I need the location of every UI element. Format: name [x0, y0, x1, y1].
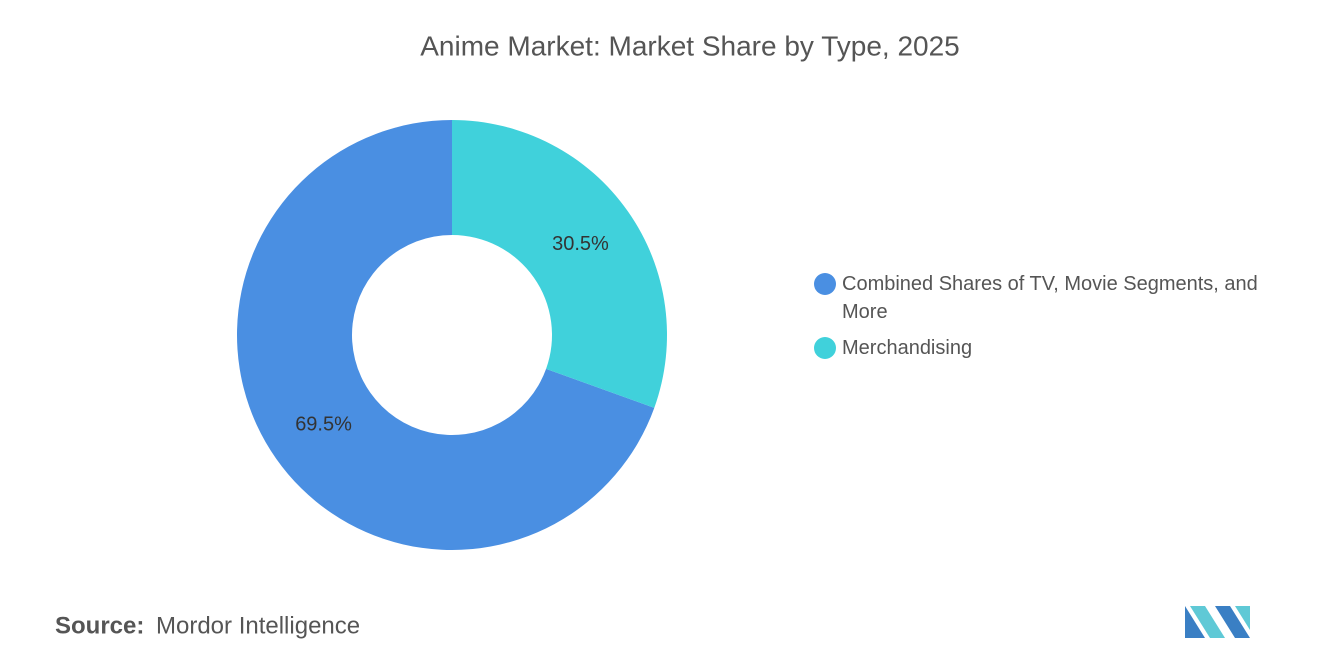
logo	[1185, 606, 1250, 638]
chart-title: Anime Market: Market Share by Type, 2025	[420, 30, 960, 61]
data-label: 69.5%	[295, 414, 352, 436]
legend-label: Merchandising	[842, 337, 973, 359]
data-label: 30.5%	[552, 233, 609, 255]
donut-slice	[237, 120, 655, 551]
legend-item: Combined Shares of TV, Movie Segments, a…	[814, 270, 1274, 326]
legend: Combined Shares of TV, Movie Segments, a…	[814, 270, 1274, 370]
legend-swatch	[814, 337, 836, 359]
source-label: Source:	[55, 612, 144, 639]
source-text: Mordor Intelligence	[156, 612, 360, 639]
legend-swatch	[814, 273, 836, 295]
donut-slice	[452, 120, 667, 408]
legend-item: Merchandising	[814, 334, 1274, 362]
legend-label: Combined Shares of TV, Movie Segments, a…	[842, 273, 1258, 323]
